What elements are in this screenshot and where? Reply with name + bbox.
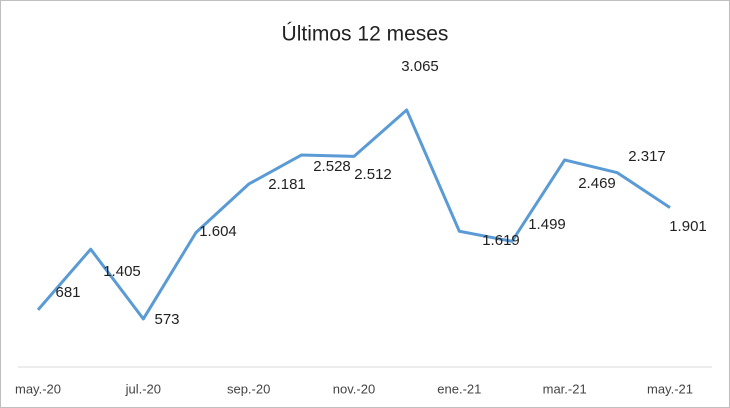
- data-label: 573: [154, 311, 179, 328]
- x-tick-label: ene.-21: [437, 381, 481, 396]
- data-label: 681: [55, 284, 80, 301]
- data-label: 1.499: [528, 216, 566, 233]
- data-line: [36, 108, 671, 321]
- data-label: 2.317: [628, 148, 666, 165]
- data-label: 1.604: [199, 223, 237, 240]
- data-label: 1.405: [103, 263, 141, 280]
- x-tick-label: jul.-20: [125, 381, 161, 396]
- data-label: 1.901: [669, 218, 707, 235]
- data-label: 3.065: [401, 58, 439, 75]
- x-tick-label: nov.-20: [333, 381, 375, 396]
- x-tick-label: may.-21: [647, 381, 693, 396]
- chart-title: Últimos 12 meses: [282, 23, 449, 46]
- data-label: 2.469: [578, 175, 616, 192]
- x-tick-label: may.-20: [15, 381, 61, 396]
- x-tick-label: sep.-20: [227, 381, 270, 396]
- data-label: 2.512: [354, 166, 392, 183]
- data-label: 1.619: [482, 232, 520, 249]
- data-label: 2.528: [313, 158, 351, 175]
- x-tick-label: mar.-21: [543, 381, 587, 396]
- data-label: 2.181: [268, 176, 306, 193]
